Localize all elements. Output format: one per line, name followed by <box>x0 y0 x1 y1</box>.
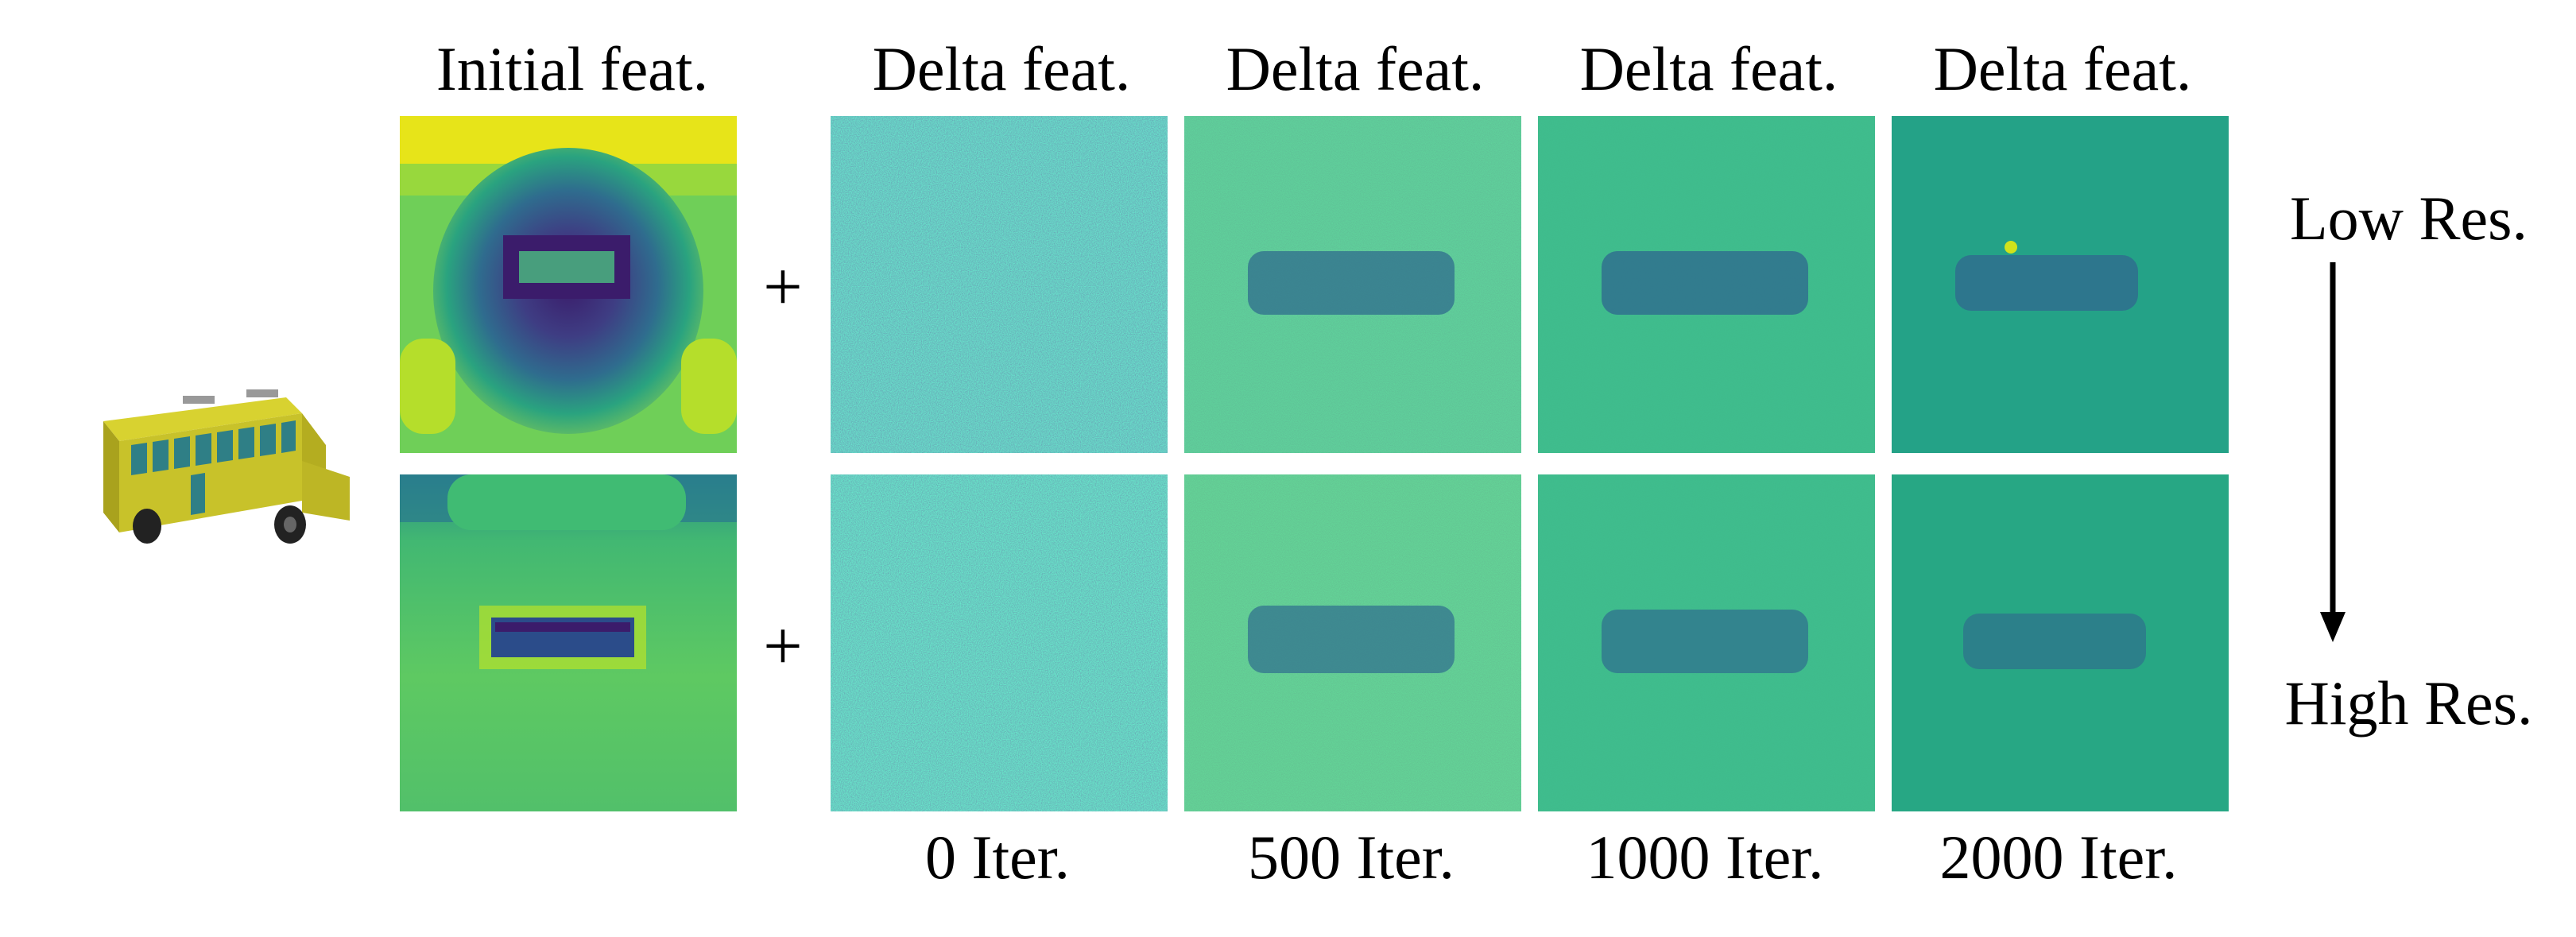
iter-label-0: 0 Iter. <box>925 823 1070 892</box>
initial-feat-high-res <box>400 474 737 811</box>
iter-label-2000: 2000 Iter. <box>1939 823 2178 892</box>
down-arrow-icon <box>2320 262 2346 642</box>
header-delta-feat-2000: Delta feat. <box>1933 34 2192 103</box>
high-res-label: High Res. <box>2284 668 2533 738</box>
delta-feat-high-res-2000-iter <box>1892 474 2229 811</box>
header-initial-feat: Initial feat. <box>436 34 709 103</box>
iter-label-500: 500 Iter. <box>1248 823 1455 892</box>
delta-feat-high-res-500-iter <box>1184 474 1521 811</box>
initial-feat-low-res <box>400 116 737 453</box>
delta-feat-low-res-2000-iter <box>1892 116 2229 453</box>
plus-operator-low-res: + <box>763 249 803 326</box>
header-delta-feat-1000: Delta feat. <box>1579 34 1838 103</box>
delta-feat-high-res-1000-iter <box>1538 474 1875 811</box>
delta-feat-low-res-500-iter <box>1184 116 1521 453</box>
delta-feat-low-res-0-iter <box>831 116 1168 453</box>
header-delta-feat-0: Delta feat. <box>872 34 1131 103</box>
delta-feat-low-res-1000-iter <box>1538 116 1875 453</box>
plus-operator-high-res: + <box>763 608 803 685</box>
iter-label-1000: 1000 Iter. <box>1586 823 1824 892</box>
low-res-label: Low Res. <box>2290 184 2528 253</box>
delta-feat-high-res-0-iter <box>831 474 1168 811</box>
header-delta-feat-500: Delta feat. <box>1226 34 1485 103</box>
bus-3d-model-image <box>103 389 350 544</box>
